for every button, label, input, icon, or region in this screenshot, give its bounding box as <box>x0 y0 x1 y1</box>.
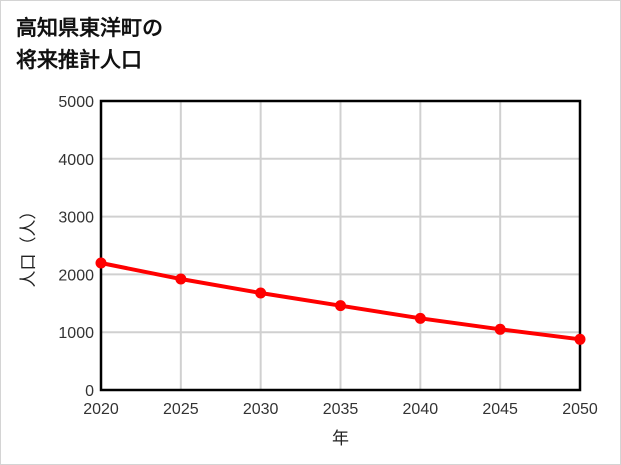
y-axis-label: 人口（人） <box>19 203 39 288</box>
chart-title-line2: 将来推計人口 <box>16 48 142 72</box>
data-point-marker <box>95 257 107 269</box>
x-axis-label: 年 <box>332 429 349 449</box>
chart-title: 高知県東洋町の 将来推計人口 <box>16 12 163 76</box>
data-point-marker <box>335 300 346 312</box>
data-point-marker <box>574 333 586 345</box>
x-tick-label: 2020 <box>83 401 119 418</box>
data-point-marker <box>255 287 267 299</box>
x-tick-label: 2025 <box>163 401 199 418</box>
x-tick-label: 2040 <box>403 401 439 418</box>
y-tick-label: 3000 <box>58 210 94 227</box>
chart-title-line1: 高知県東洋町の <box>16 16 163 40</box>
y-tick-label: 1000 <box>58 325 94 342</box>
data-point-marker <box>494 323 506 335</box>
y-tick-label: 2000 <box>58 267 94 284</box>
x-tick-label: 2050 <box>562 401 598 418</box>
y-tick-label: 4000 <box>58 152 94 169</box>
data-point-marker <box>414 312 426 324</box>
plot-area-border <box>99 99 582 392</box>
y-tick-label: 0 <box>85 383 94 400</box>
x-tick-label: 2045 <box>482 401 518 418</box>
data-point-marker <box>175 273 187 285</box>
y-tick-label: 5000 <box>58 94 94 111</box>
x-tick-label: 2035 <box>323 401 359 418</box>
x-tick-label: 2030 <box>243 401 279 418</box>
